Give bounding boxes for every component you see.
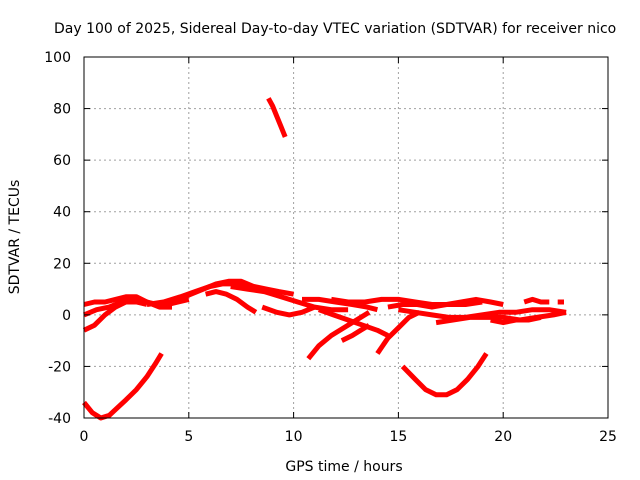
series-arc-10	[261, 304, 316, 318]
chart-title: Day 100 of 2025, Sidereal Day-to-day VTE…	[54, 21, 616, 37]
x-tick-labels: 0 5 10 15 20 25	[80, 429, 617, 445]
grid-lines	[84, 57, 608, 418]
y-tick-label: 40	[53, 205, 71, 221]
x-tick-label: 10	[285, 429, 303, 445]
series-arc-14	[340, 323, 371, 343]
y-tick-label: 60	[53, 153, 71, 169]
x-tick-label: 0	[80, 429, 89, 445]
series-arc-3	[83, 294, 190, 307]
y-tick-label: -40	[48, 411, 71, 427]
axis-ticks	[83, 56, 609, 419]
series-arc-2	[266, 97, 288, 138]
plot-frame	[83, 56, 609, 419]
y-axis-label: SDTVAR / TECUs	[7, 180, 23, 295]
series-arc-12	[306, 310, 371, 361]
series-arc-1	[82, 352, 164, 421]
y-tick-labels: -40 -20 0 20 40 60 80 100	[44, 50, 71, 427]
x-tick-label: 20	[494, 429, 512, 445]
y-tick-label: 100	[44, 50, 71, 66]
series-arc-19	[400, 352, 489, 398]
x-tick-label: 25	[599, 429, 617, 445]
series-arc-21	[490, 314, 542, 326]
series-arc-9	[230, 284, 349, 313]
y-tick-label: 20	[53, 256, 71, 272]
series-arc-22	[523, 296, 550, 305]
series-arc-8	[204, 289, 258, 315]
series-arc-5	[83, 296, 172, 318]
y-tick-label: 80	[53, 102, 71, 118]
x-tick-label: 5	[184, 429, 193, 445]
series-arc-13	[317, 307, 390, 338]
x-axis-label: GPS time / hours	[285, 459, 402, 475]
data-series	[82, 97, 567, 421]
x-tick-label: 15	[389, 429, 407, 445]
series-arc-17	[387, 296, 504, 310]
series-arc-7	[177, 278, 295, 302]
series-arc-20	[435, 309, 567, 326]
y-tick-label: 0	[62, 308, 71, 324]
series-arc-16	[375, 310, 421, 355]
y-tick-label: -20	[48, 359, 71, 375]
